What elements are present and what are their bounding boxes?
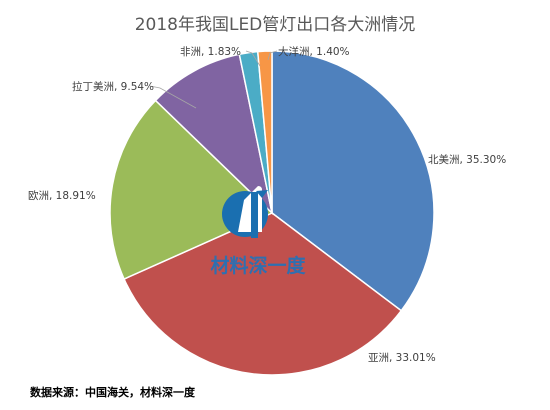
chart-title: 2018年我国LED管灯出口各大洲情况 — [134, 15, 416, 35]
data-label-6: 大洋洲, 1.40% — [278, 45, 350, 58]
source-note: 数据来源：中国海关，材料深一度 — [30, 386, 195, 399]
pie-slice-3 — [109, 99, 274, 281]
leader-line-4 — [149, 85, 197, 109]
watermark-text: 材料深一度 — [210, 254, 306, 277]
pie-slice-4 — [154, 53, 274, 216]
watermark: 材料深一度 — [210, 186, 306, 277]
material-logo-icon — [222, 186, 268, 238]
data-label-3: 欧洲, 18.91% — [28, 190, 96, 202]
data-label-4: 拉丁美洲, 9.54% — [72, 80, 154, 93]
pie-slice-1 — [271, 50, 435, 312]
leader-line-5 — [245, 50, 261, 67]
pie-slice-2 — [123, 212, 403, 376]
pie-slice-6 — [256, 50, 273, 214]
leader-line-6 — [267, 50, 278, 61]
data-labels: 北美洲, 35.30% 亚洲, 33.01% 欧洲, 18.91% 拉丁美洲, 9.5… — [28, 45, 506, 364]
data-label-5: 非洲, 1.83% — [180, 46, 241, 58]
leader-lines — [149, 50, 278, 109]
data-label-2: 亚洲, 33.01% — [368, 352, 436, 364]
pie-slices — [109, 50, 435, 376]
data-label-1: 北美洲, 35.30% — [428, 153, 506, 166]
